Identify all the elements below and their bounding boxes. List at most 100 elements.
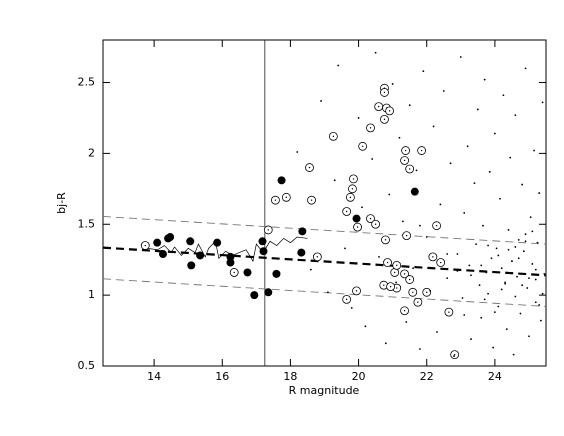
- field-point: [541, 101, 544, 104]
- field-point: [521, 284, 524, 287]
- field-point: [296, 151, 299, 153]
- x-tick-label: 22: [420, 370, 434, 383]
- candidate-center: [369, 217, 372, 220]
- field-point: [419, 348, 421, 350]
- member-point: [153, 238, 162, 247]
- field-point: [516, 275, 518, 278]
- field-point: [507, 248, 510, 251]
- field-point: [543, 272, 546, 275]
- field-point: [405, 321, 408, 323]
- x-tick-label: 20: [352, 370, 366, 383]
- x-tick-label: 24: [488, 370, 502, 383]
- field-point: [364, 325, 367, 328]
- field-point: [487, 244, 489, 247]
- field-point: [526, 287, 529, 289]
- candidate-center: [361, 145, 364, 148]
- line-thick-dashed: [102, 246, 547, 277]
- field-point: [500, 267, 503, 270]
- field-point: [534, 268, 537, 271]
- field-point: [432, 125, 435, 128]
- field-point: [480, 264, 483, 267]
- field-point: [488, 170, 491, 173]
- candidate-center: [435, 224, 438, 227]
- field-point: [507, 229, 510, 231]
- field-point: [504, 282, 507, 285]
- candidate-center: [233, 271, 235, 274]
- candidate-center: [448, 311, 450, 313]
- field-point: [350, 306, 353, 309]
- candidate-center: [356, 226, 359, 228]
- field-point: [401, 220, 404, 223]
- candidate-center: [310, 199, 313, 201]
- line-thin-dashed: [102, 216, 547, 245]
- candidate-center: [408, 278, 411, 281]
- field-point: [473, 182, 476, 185]
- field-point: [395, 281, 397, 284]
- field-point: [534, 278, 537, 281]
- field-point: [524, 240, 527, 243]
- field-point: [536, 241, 539, 244]
- field-point: [449, 162, 452, 165]
- candidate-center: [351, 188, 354, 190]
- member-point: [352, 214, 361, 223]
- field-point: [517, 238, 520, 241]
- field-point: [333, 179, 336, 182]
- field-point: [453, 355, 455, 357]
- field-point: [419, 224, 421, 227]
- field-point: [487, 292, 489, 295]
- candidate-center: [383, 284, 385, 286]
- field-point: [483, 78, 486, 81]
- candidate-center: [403, 310, 406, 312]
- field-point: [541, 292, 544, 295]
- candidate-center: [388, 110, 391, 112]
- field-point: [531, 263, 534, 265]
- candidate-center: [412, 291, 414, 293]
- member-point: [213, 238, 222, 247]
- field-point: [521, 183, 524, 186]
- line-thin-dashed: [102, 278, 547, 307]
- candidate-center: [345, 298, 348, 301]
- candidate-center: [349, 196, 352, 199]
- member-point: [164, 234, 173, 243]
- y-tick-label: 2: [88, 146, 95, 159]
- field-point: [492, 346, 495, 349]
- candidate-center: [345, 210, 348, 213]
- member-point: [186, 237, 195, 246]
- x-axis-label: R magnitude: [289, 384, 360, 397]
- candidate-center: [405, 234, 408, 237]
- field-point: [422, 70, 425, 73]
- field-point: [493, 311, 496, 314]
- field-point: [463, 212, 466, 214]
- candidate-center: [369, 127, 372, 129]
- candidate-center: [396, 264, 398, 267]
- candidate-center: [274, 199, 277, 201]
- field-point: [344, 247, 346, 250]
- candidate-center: [374, 223, 377, 225]
- field-point: [505, 328, 508, 331]
- candidate-center: [377, 105, 380, 108]
- x-tick-label: 14: [147, 370, 161, 383]
- field-point: [337, 64, 340, 67]
- field-point: [456, 253, 459, 255]
- field-point: [408, 104, 411, 107]
- candidate-center: [453, 353, 456, 356]
- member-point: [226, 252, 235, 261]
- field-point: [446, 253, 449, 255]
- member-point: [258, 237, 267, 246]
- candidate-center: [316, 256, 319, 258]
- member-point: [196, 251, 205, 260]
- field-point: [519, 312, 522, 315]
- candidate-center: [355, 290, 358, 292]
- field-point: [463, 314, 466, 316]
- member-point: [243, 268, 252, 277]
- member-point: [277, 176, 286, 185]
- candidate-center: [332, 135, 335, 138]
- field-point: [475, 243, 478, 246]
- field-point: [514, 114, 517, 117]
- candidate-center: [396, 287, 398, 289]
- field-point: [374, 51, 377, 54]
- field-point: [470, 338, 472, 340]
- member-point: [410, 187, 419, 196]
- field-point: [442, 90, 445, 92]
